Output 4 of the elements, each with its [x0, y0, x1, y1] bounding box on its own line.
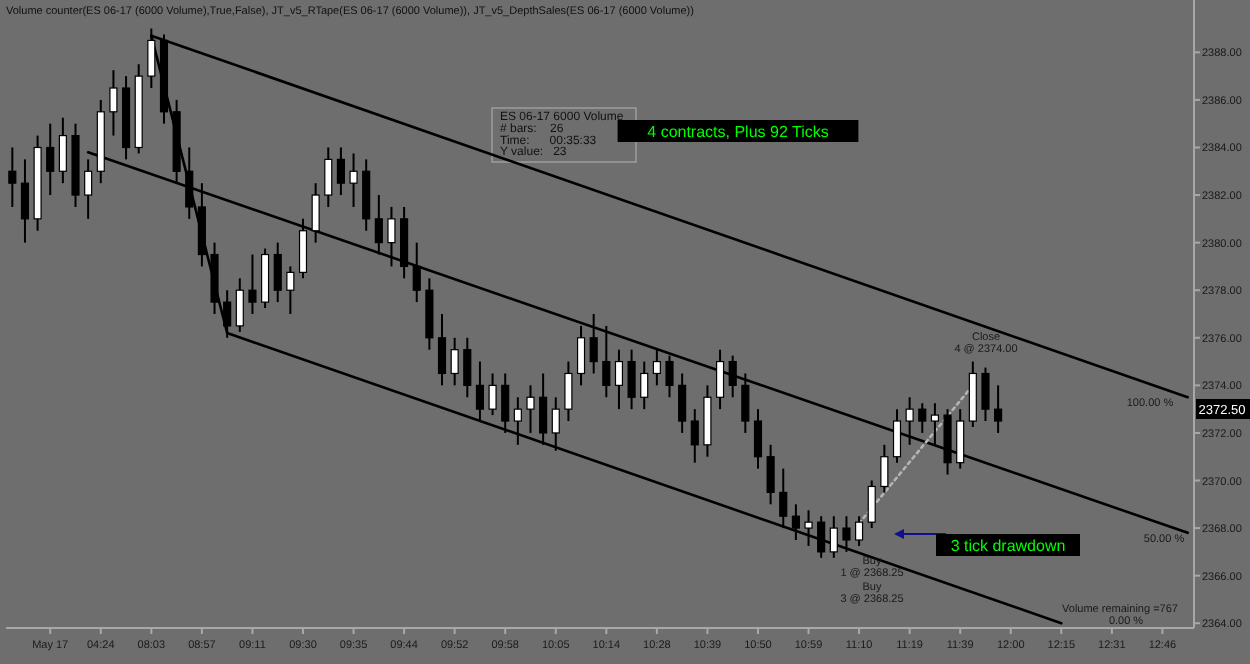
annotation: 4 contracts, Plus 92 Ticks — [647, 123, 829, 141]
label-box: 3 tick drawdown — [936, 534, 1080, 556]
label-box: 4 contracts, Plus 92 Ticks — [617, 120, 859, 142]
annotation: 3 tick drawdown — [950, 537, 1066, 555]
